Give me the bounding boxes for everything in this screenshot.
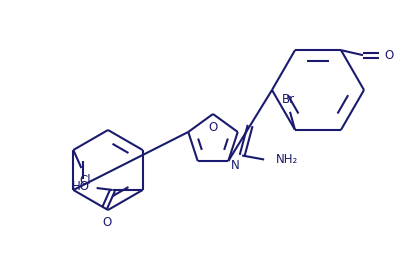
Text: Br: Br — [281, 93, 295, 106]
Text: NH₂: NH₂ — [276, 153, 298, 166]
Text: O: O — [384, 49, 393, 62]
Text: Cl: Cl — [79, 174, 91, 187]
Text: HO: HO — [72, 180, 90, 194]
Text: O: O — [102, 216, 111, 229]
Text: N: N — [230, 159, 239, 171]
Text: O: O — [208, 121, 218, 134]
